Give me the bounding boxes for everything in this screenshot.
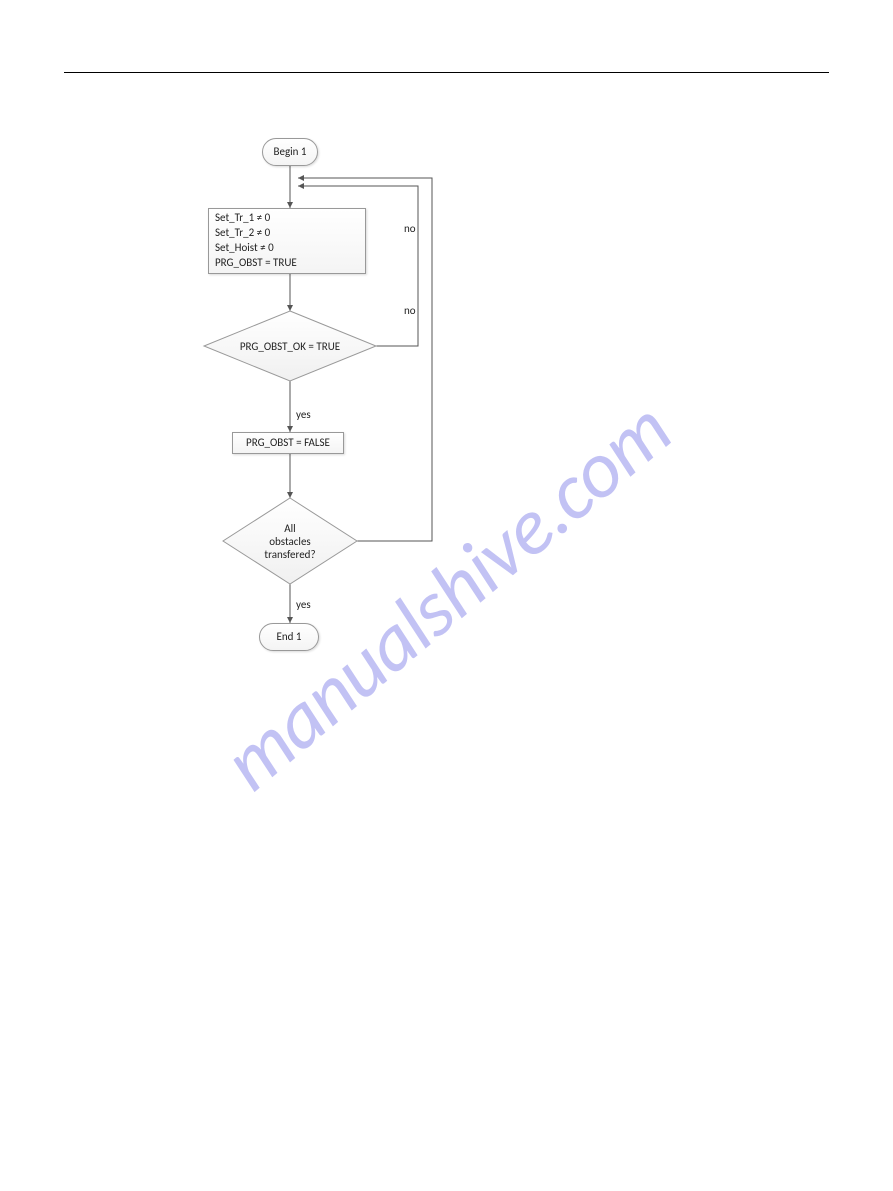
set-line-2: Set_Hoist ≠ 0	[215, 241, 297, 256]
set-line-1: Set_Tr_2 ≠ 0	[215, 226, 297, 241]
decision-1-text: PRG_OBST_OK = TRUE	[240, 340, 340, 353]
node-set-text: Set_Tr_1 ≠ 0 Set_Tr_2 ≠ 0 Set_Hoist ≠ 0 …	[215, 211, 297, 270]
node-set: Set_Tr_1 ≠ 0 Set_Tr_2 ≠ 0 Set_Hoist ≠ 0 …	[208, 208, 366, 274]
node-begin-label: Begin 1	[274, 145, 307, 160]
decision-2-text: All obstacles transfered?	[264, 522, 315, 561]
d2-line-2: transfered?	[264, 548, 315, 561]
decision-1-label: PRG_OBST_OK = TRUE	[204, 311, 376, 381]
node-begin: Begin 1	[262, 138, 318, 166]
node-end-label: End 1	[277, 630, 302, 645]
node-end: End 1	[259, 623, 319, 651]
flowchart-connectors	[0, 0, 893, 1191]
edge-e6-label: no	[404, 222, 416, 235]
set-line-0: Set_Tr_1 ≠ 0	[215, 211, 297, 226]
set-line-3: PRG_OBST = TRUE	[215, 256, 297, 271]
page-root: manualshive.com Begin 1 Set_Tr_1 ≠ 0 Set…	[0, 0, 893, 1191]
d2-line-0: All	[264, 522, 315, 535]
edge-e3-label: yes	[296, 408, 311, 421]
node-false-label: PRG_OBST = FALSE	[246, 436, 330, 451]
decision-2-label: All obstacles transfered?	[223, 498, 357, 584]
d2-line-1: obstacles	[264, 535, 315, 548]
edge-e7-label: no	[404, 304, 416, 317]
edge-e5-label: yes	[296, 598, 311, 611]
node-false: PRG_OBST = FALSE	[232, 432, 344, 454]
